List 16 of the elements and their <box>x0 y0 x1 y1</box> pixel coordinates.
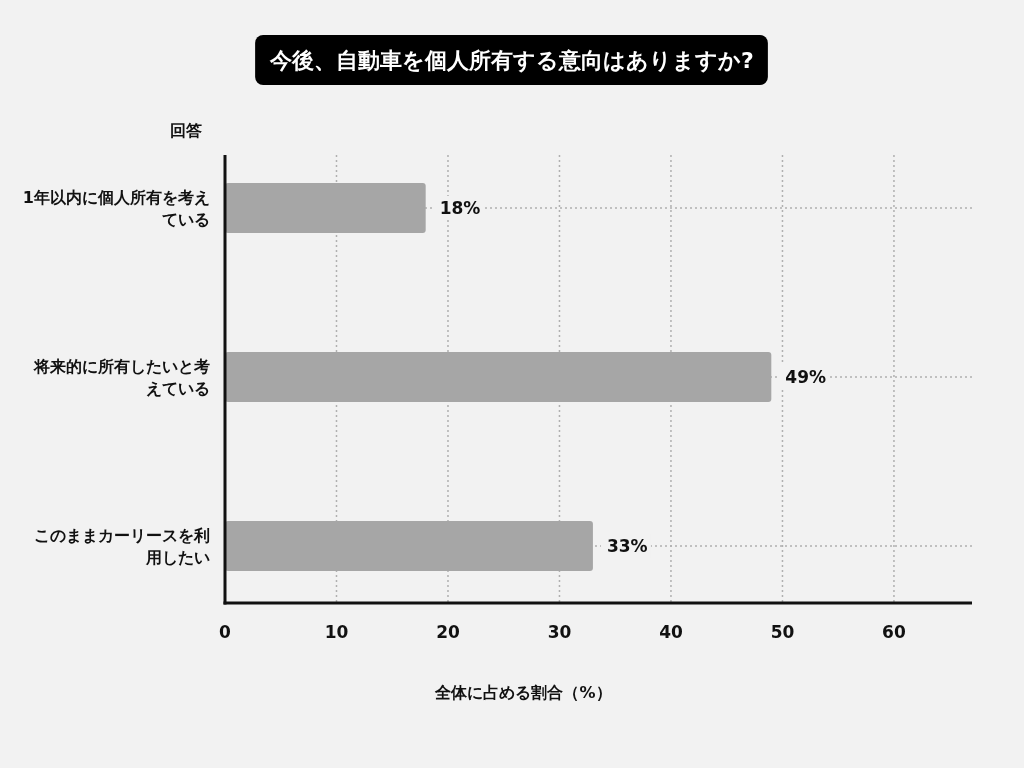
y-axis-title: 回答 <box>170 120 202 140</box>
data-label: 18% <box>439 198 481 218</box>
data-label: 33% <box>606 536 648 556</box>
y-tick-label: 1年以内に個人所有を考えている <box>22 187 210 229</box>
x-axis-title: 全体に占める割合（%） <box>434 682 612 702</box>
data-label: 49% <box>785 367 827 387</box>
x-tick-label: 0 <box>219 622 232 642</box>
x-tick-label: 30 <box>547 622 572 642</box>
x-tick-label: 10 <box>324 622 349 642</box>
chart-title: 今後、自動車を個人所有する意向はありますか? <box>269 47 754 73</box>
y-tick-label: このままカーリースを利用したい <box>34 525 210 567</box>
y-tick-label: 将来的に所有したいと考えている <box>33 356 210 398</box>
x-tick-label: 60 <box>882 622 906 642</box>
x-tick-label: 50 <box>770 622 795 642</box>
x-tick-label: 40 <box>659 622 683 642</box>
x-tick-label: 20 <box>436 622 460 642</box>
